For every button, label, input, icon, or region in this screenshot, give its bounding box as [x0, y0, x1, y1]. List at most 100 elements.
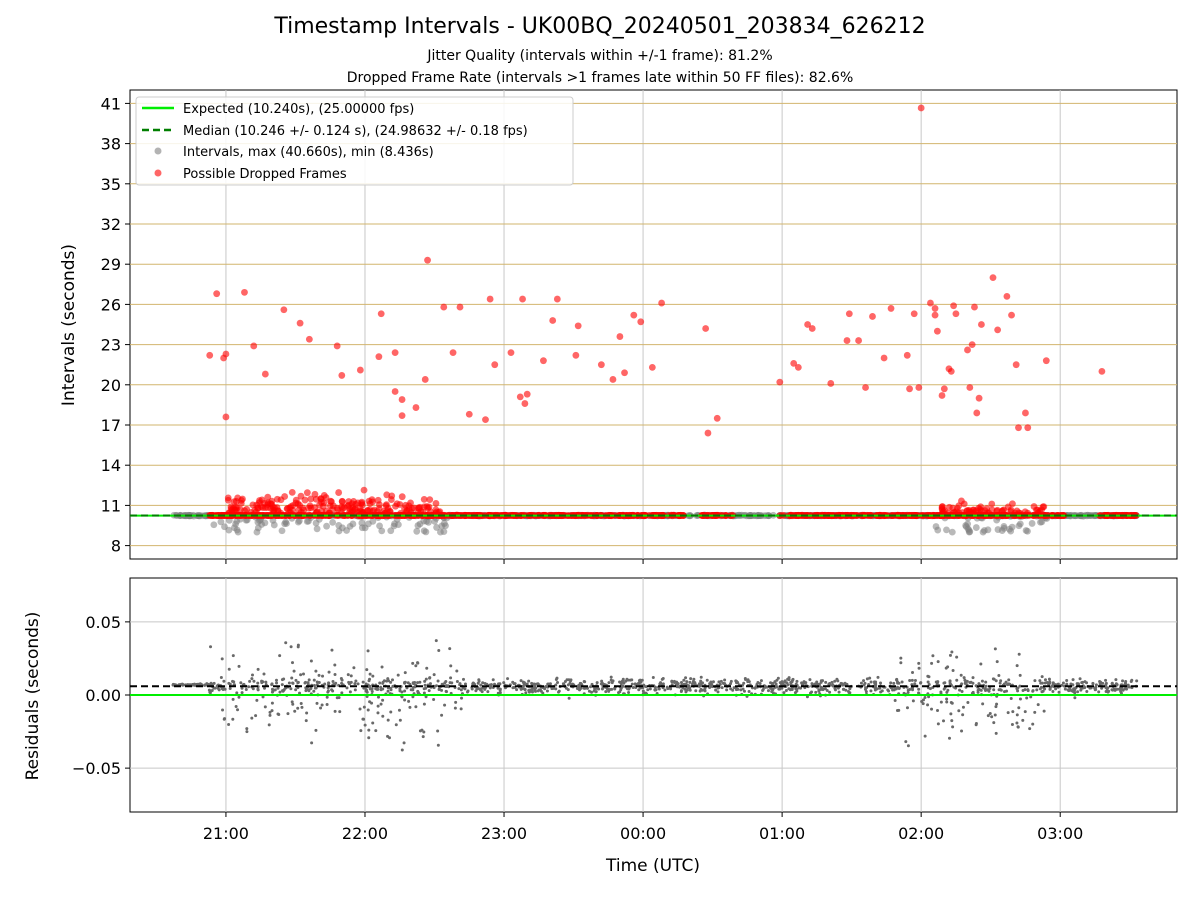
residual-point [403, 698, 407, 702]
residual-point [631, 685, 635, 689]
dropped-frame-point [808, 325, 816, 332]
residual-point [688, 688, 692, 692]
residual-point [381, 714, 385, 718]
residual-point [684, 690, 688, 694]
dropped-frame-point [224, 494, 232, 502]
dropped-frame-point [1007, 506, 1015, 514]
residual-point [607, 689, 611, 693]
interval-point [378, 527, 386, 535]
residual-point [846, 689, 850, 693]
residual-point [444, 684, 448, 688]
residual-point [422, 702, 426, 706]
dropped-frame-point [382, 501, 390, 508]
residual-point [971, 690, 975, 694]
residual-point [327, 670, 331, 674]
residual-point [320, 703, 324, 707]
residual-point [244, 688, 248, 692]
interval-point [346, 523, 354, 530]
residual-point [461, 677, 465, 681]
residual-point [955, 678, 959, 682]
residual-point [391, 684, 395, 688]
residual-point [1065, 678, 1069, 682]
residual-point [496, 686, 500, 690]
residual-point [375, 687, 379, 691]
residual-point [460, 696, 464, 700]
dropped-frame-point [1015, 424, 1022, 432]
interval-point [369, 517, 377, 525]
residual-point [362, 705, 366, 709]
dropped-frame-point [366, 500, 374, 508]
residual-point [910, 678, 914, 682]
residual-point [999, 679, 1003, 683]
residual-point [679, 681, 683, 685]
residual-point [1039, 681, 1043, 685]
dropped-frame-point [264, 493, 272, 501]
dropped-frame-point [288, 488, 296, 496]
residual-point [545, 689, 549, 693]
interval-point [1037, 518, 1044, 526]
dropped-frame-point [250, 342, 258, 350]
residual-point [1035, 688, 1039, 692]
residual-point [381, 698, 385, 702]
residual-point [1080, 681, 1084, 685]
interval-point [437, 528, 444, 536]
residual-point [595, 681, 599, 685]
dropped-frame-point [206, 351, 214, 359]
residual-point [479, 683, 483, 687]
residual-point [414, 664, 418, 668]
residual-point [296, 643, 300, 647]
dropped-frame-point [952, 310, 960, 318]
residual-point [234, 704, 238, 708]
residual-point [917, 661, 921, 665]
residual-point [515, 688, 519, 692]
intervals-ytick-label: 20 [101, 376, 121, 395]
residual-point [577, 687, 581, 691]
residual-point [889, 681, 893, 685]
residual-point [995, 702, 999, 706]
interval-point [964, 520, 972, 528]
residual-point [263, 705, 267, 709]
interval-point [943, 526, 950, 534]
intervals-ytick-label: 29 [101, 255, 121, 274]
residual-point [306, 681, 310, 685]
residual-point [654, 688, 658, 692]
dropped-frame-point [827, 380, 835, 387]
residual-point [936, 660, 940, 664]
residual-point [325, 702, 329, 706]
residual-point [895, 678, 899, 682]
dropped-frame-point [963, 507, 971, 514]
residual-point [237, 664, 241, 668]
residual-point [407, 699, 411, 703]
dropped-frame-point [702, 325, 710, 332]
residual-point [386, 689, 390, 693]
residual-point [998, 681, 1002, 685]
residual-point [477, 678, 481, 682]
residual-point [463, 682, 467, 686]
dropped-frame-point [305, 335, 313, 343]
residual-point [690, 682, 694, 686]
residual-point [963, 678, 967, 682]
residual-point [637, 682, 641, 686]
dropped-frame-point [333, 342, 341, 350]
residual-point [448, 681, 452, 685]
residual-point [786, 683, 790, 687]
dropped-frame-point [523, 390, 531, 398]
residual-point [961, 713, 965, 717]
residual-point [604, 690, 608, 694]
residual-point [736, 687, 740, 691]
interval-point [1000, 522, 1008, 530]
dropped-frame-point [1013, 507, 1021, 515]
residual-point [270, 683, 274, 687]
residual-point [819, 688, 823, 692]
residual-point [424, 686, 428, 690]
residual-point [670, 679, 674, 683]
dropped-frame-point [391, 388, 399, 395]
dropped-frame-point [887, 305, 895, 312]
residual-point [971, 681, 975, 685]
residual-point [448, 647, 452, 651]
residual-point [732, 686, 736, 690]
residual-point [994, 679, 998, 683]
residual-point [805, 695, 809, 699]
dropped-frame-point [222, 350, 230, 358]
residual-point [1051, 689, 1055, 693]
